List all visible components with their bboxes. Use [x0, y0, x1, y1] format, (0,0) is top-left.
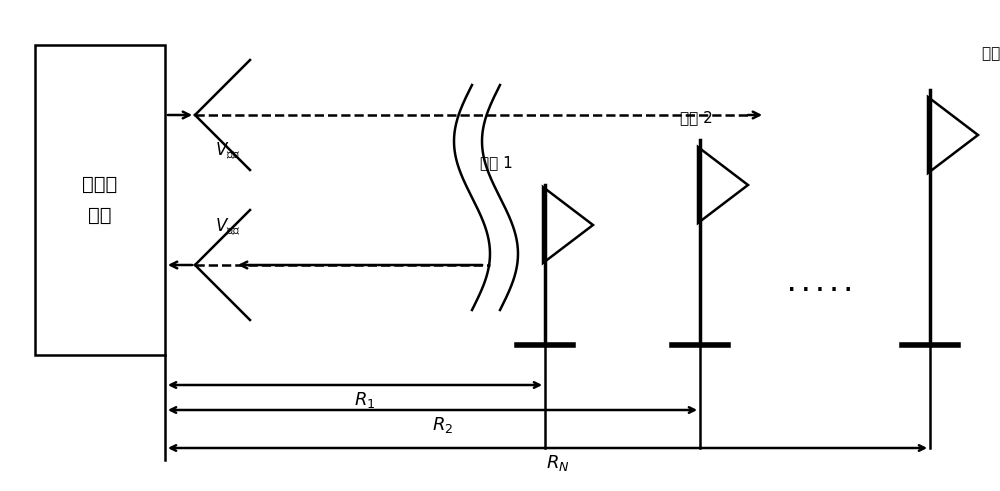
- Text: 目标 2: 目标 2: [680, 110, 713, 125]
- Text: · · · · ·: · · · · ·: [788, 280, 852, 300]
- Text: 目标 N: 目标 N: [982, 45, 1000, 60]
- Text: $R_2$: $R_2$: [432, 415, 453, 435]
- Text: 雷达传
感器: 雷达传 感器: [82, 175, 118, 225]
- Bar: [35, 45, 165, 355]
- Text: $R_1$: $R_1$: [354, 390, 376, 410]
- Text: $R_N$: $R_N$: [546, 453, 569, 473]
- Text: $V_{接收}$: $V_{接收}$: [215, 217, 240, 237]
- Text: 目标 1: 目标 1: [480, 155, 513, 170]
- Text: $V_{发射}$: $V_{发射}$: [215, 140, 240, 161]
